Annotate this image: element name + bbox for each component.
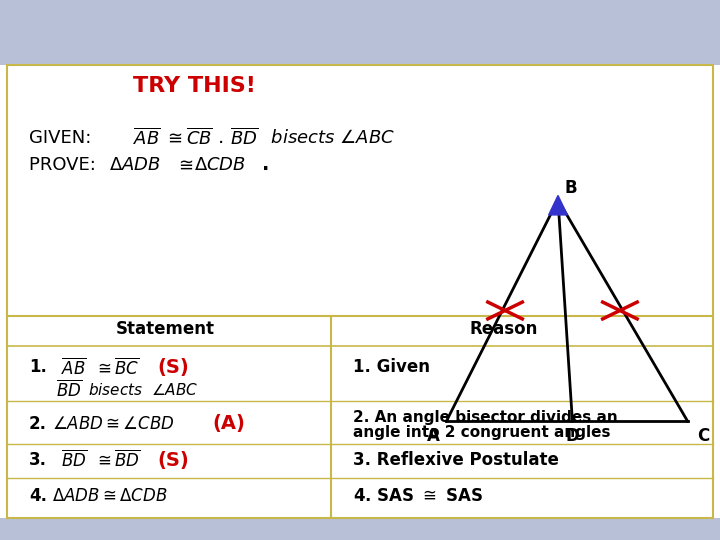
Text: 1. Given: 1. Given	[353, 358, 430, 376]
Text: $\cong$: $\cong$	[94, 358, 111, 376]
Text: Reason: Reason	[470, 320, 538, 339]
Text: $\cong$: $\cong$	[164, 129, 183, 147]
Text: 2. An angle bisector divides an: 2. An angle bisector divides an	[353, 410, 618, 425]
FancyBboxPatch shape	[0, 518, 720, 540]
Text: $\overline{BD}$: $\overline{BD}$	[114, 450, 140, 470]
Text: bisects $\angle ABC$: bisects $\angle ABC$	[265, 129, 395, 147]
Text: $\overline{CB}$: $\overline{CB}$	[186, 127, 212, 148]
Text: Statement: Statement	[116, 320, 215, 339]
Text: 2.: 2.	[29, 415, 47, 433]
Text: PROVE:: PROVE:	[29, 156, 102, 174]
Text: $\cong$: $\cong$	[94, 451, 111, 469]
Text: 1.: 1.	[29, 358, 47, 376]
Text: D: D	[565, 427, 580, 446]
Text: A: A	[427, 427, 440, 446]
Text: $\overline{AB}$: $\overline{AB}$	[61, 357, 87, 377]
Text: $\overline{BC}$: $\overline{BC}$	[114, 357, 139, 377]
Text: $\overline{BD}$: $\overline{BD}$	[56, 380, 82, 400]
Text: $\cong$: $\cong$	[175, 156, 194, 174]
Text: $\overline{BD}$: $\overline{BD}$	[61, 450, 87, 470]
Text: (S): (S)	[157, 357, 189, 377]
Text: $\overline{BD}$: $\overline{BD}$	[230, 127, 258, 148]
Text: B: B	[564, 179, 577, 197]
Text: 3. Reflexive Postulate: 3. Reflexive Postulate	[353, 451, 559, 469]
Text: bisects  $\angle ABC$: bisects $\angle ABC$	[88, 382, 198, 398]
Text: angle into 2 congruent angles: angle into 2 congruent angles	[353, 424, 611, 440]
Text: (A): (A)	[212, 414, 246, 434]
FancyBboxPatch shape	[0, 0, 720, 65]
Text: TRY THIS!: TRY THIS!	[133, 76, 256, 97]
Text: 4.: 4.	[29, 487, 47, 505]
Polygon shape	[549, 195, 567, 215]
Text: $.$: $.$	[217, 128, 224, 147]
Text: C: C	[697, 427, 710, 446]
Text: 4. SAS $\cong$ SAS: 4. SAS $\cong$ SAS	[353, 487, 483, 505]
Text: $\overline{AB}$: $\overline{AB}$	[133, 127, 161, 148]
Text: 3.: 3.	[29, 451, 47, 469]
Text: $\Delta ADB \cong \Delta CDB$: $\Delta ADB \cong \Delta CDB$	[52, 487, 167, 505]
Text: $\Delta\mathit{ADB}$: $\Delta\mathit{ADB}$	[109, 156, 161, 174]
Text: $\angle ABD \cong \angle CBD$: $\angle ABD \cong \angle CBD$	[52, 415, 175, 433]
FancyBboxPatch shape	[7, 65, 713, 518]
Text: (S): (S)	[157, 450, 189, 470]
Text: $\Delta\mathit{CDB}$: $\Delta\mathit{CDB}$	[194, 156, 246, 174]
Text: GIVEN:: GIVEN:	[29, 129, 97, 147]
Text: $\mathbf{.}$: $\mathbf{.}$	[261, 155, 268, 174]
